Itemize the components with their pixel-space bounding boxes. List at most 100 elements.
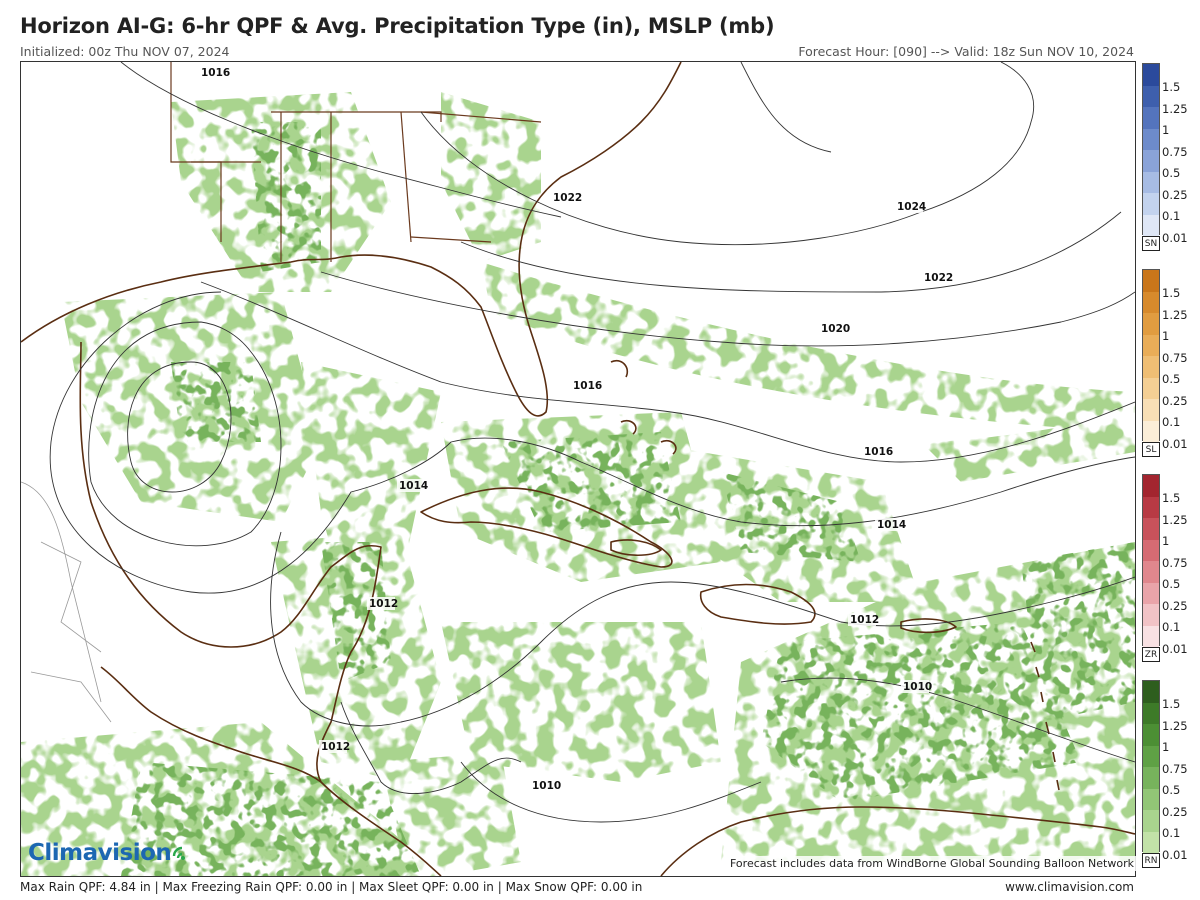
max-qpf-stats: Max Rain QPF: 4.84 in | Max Freezing Rai… — [20, 880, 643, 894]
legend-swatch — [1143, 681, 1159, 703]
isobar-label: 1010 — [903, 681, 932, 693]
legend-swatch — [1143, 582, 1159, 604]
isobar-label: 1014 — [399, 480, 428, 492]
legend-level-label: 1.25 — [1162, 512, 1188, 527]
isobar-label: 1020 — [821, 323, 850, 335]
legend-swatch — [1143, 539, 1159, 561]
legend-swatch — [1143, 356, 1159, 378]
weather-map: 1016 1022 1024 1022 1020 1016 1016 1014 1014 1012… — [20, 61, 1136, 877]
legend-swatch — [1143, 171, 1159, 193]
legend-level-label: 0.75 — [1162, 555, 1188, 570]
legend-swatch — [1143, 214, 1159, 236]
legend-bar-rn — [1142, 680, 1160, 853]
precipitation-heavy — [121, 122, 1135, 876]
legend-swatch — [1143, 334, 1159, 356]
legend-level-label: 0.1 — [1162, 209, 1181, 223]
legend-level-label: 0.1 — [1162, 826, 1181, 840]
data-credit: Forecast includes data from WindBorne Gl… — [727, 856, 1137, 871]
legend-level-label: 0.01 — [1162, 641, 1188, 656]
legend-level-label: 0.5 — [1162, 166, 1181, 180]
isobar-label: 1016 — [864, 446, 893, 458]
legend-level-label: 0.25 — [1162, 804, 1188, 819]
precipitation-light — [21, 92, 1135, 876]
isobar-label: 1012 — [369, 598, 398, 610]
legend-tag-sn: SN — [1142, 236, 1160, 251]
mexico-borders — [21, 481, 112, 723]
legend-level-label: 1.25 — [1162, 101, 1188, 116]
legend-swatch — [1143, 270, 1159, 292]
isobar-label: 1014 — [877, 519, 906, 531]
legend-swatch — [1143, 625, 1159, 647]
legend-level-label: 0.25 — [1162, 393, 1188, 408]
legend-swatch — [1143, 788, 1159, 810]
legend-bar-sn — [1142, 63, 1160, 236]
legend-level-label: 1 — [1162, 534, 1170, 548]
signal-icon — [173, 846, 186, 860]
legend-swatch — [1143, 377, 1159, 399]
isobar-label: 1022 — [924, 272, 953, 284]
isobar-label: 1012 — [850, 614, 879, 626]
legend-swatch — [1143, 561, 1159, 583]
legend-level-label: 1.5 — [1162, 80, 1181, 94]
legend-level-label: 1.5 — [1162, 286, 1181, 300]
legend-tag-sl: SL — [1142, 442, 1160, 457]
legend-swatch — [1143, 604, 1159, 626]
initialized-time: Initialized: 00z Thu NOV 07, 2024 — [20, 44, 230, 59]
legend-swatch — [1143, 313, 1159, 335]
legend-level-label: 1.5 — [1162, 697, 1181, 711]
map-canvas: 1016 1022 1024 1022 1020 1016 1016 1014 1014 1012… — [21, 62, 1135, 876]
legend-level-label: 1.5 — [1162, 491, 1181, 505]
legend-level-label: 1.25 — [1162, 307, 1188, 322]
isobar-label: 1016 — [201, 67, 230, 79]
isobar-label: 1024 — [897, 201, 926, 213]
coastlines — [21, 62, 1135, 876]
legend-level-label: 1 — [1162, 329, 1170, 343]
legend-swatch — [1143, 291, 1159, 313]
logo-text: Climavision — [28, 840, 172, 866]
legend-level-label: 0.5 — [1162, 577, 1181, 591]
legend-swatch — [1143, 745, 1159, 767]
legend-level-label: 1 — [1162, 740, 1170, 754]
legend-tag-rn: RN — [1142, 853, 1160, 868]
legend-swatch — [1143, 724, 1159, 746]
legend-swatch — [1143, 702, 1159, 724]
legend-swatch — [1143, 193, 1159, 215]
legend-level-label: 1 — [1162, 123, 1170, 137]
legend-swatch — [1143, 107, 1159, 129]
legend-swatch — [1143, 475, 1159, 497]
website-link[interactable]: www.climavision.com — [1005, 880, 1134, 894]
isobar-label: 1016 — [573, 380, 602, 392]
legend-level-label: 0.01 — [1162, 847, 1188, 862]
legend-swatch — [1143, 810, 1159, 832]
isobar-label: 1022 — [553, 192, 582, 204]
legend-level-label: 0.75 — [1162, 761, 1188, 776]
legend-level-label: 0.1 — [1162, 415, 1181, 429]
legend-tag-zr: ZR — [1142, 647, 1160, 662]
isobar-label: 1012 — [321, 741, 350, 753]
legend-swatch — [1143, 399, 1159, 421]
legend-level-label: 0.75 — [1162, 350, 1188, 365]
legend-swatch — [1143, 150, 1159, 172]
legend-swatch — [1143, 85, 1159, 107]
legend-swatch — [1143, 128, 1159, 150]
legend-level-label: 0.5 — [1162, 372, 1181, 386]
legend-swatch — [1143, 420, 1159, 442]
legend-swatch — [1143, 518, 1159, 540]
legend-level-label: 0.1 — [1162, 620, 1181, 634]
legend-level-label: 1.25 — [1162, 718, 1188, 733]
legend-swatch — [1143, 831, 1159, 853]
isobar-label: 1010 — [532, 780, 561, 792]
political-borders — [170, 62, 542, 262]
legend-level-label: 0.01 — [1162, 230, 1188, 245]
legend-swatch — [1143, 64, 1159, 86]
isobar-labels: 1016 1022 1024 1022 1020 1016 1016 1014 1014 1012… — [199, 66, 953, 792]
climavision-logo: Climavision — [28, 840, 193, 866]
legend-level-label: 0.01 — [1162, 436, 1188, 451]
legend-bar-sl — [1142, 269, 1160, 442]
legend-swatch — [1143, 496, 1159, 518]
legend-level-label: 0.75 — [1162, 144, 1188, 159]
legend-level-label: 0.25 — [1162, 187, 1188, 202]
forecast-valid-time: Forecast Hour: [090] --> Valid: 18z Sun … — [798, 44, 1134, 59]
legend-level-label: 0.5 — [1162, 783, 1181, 797]
legend-level-label: 0.25 — [1162, 598, 1188, 613]
